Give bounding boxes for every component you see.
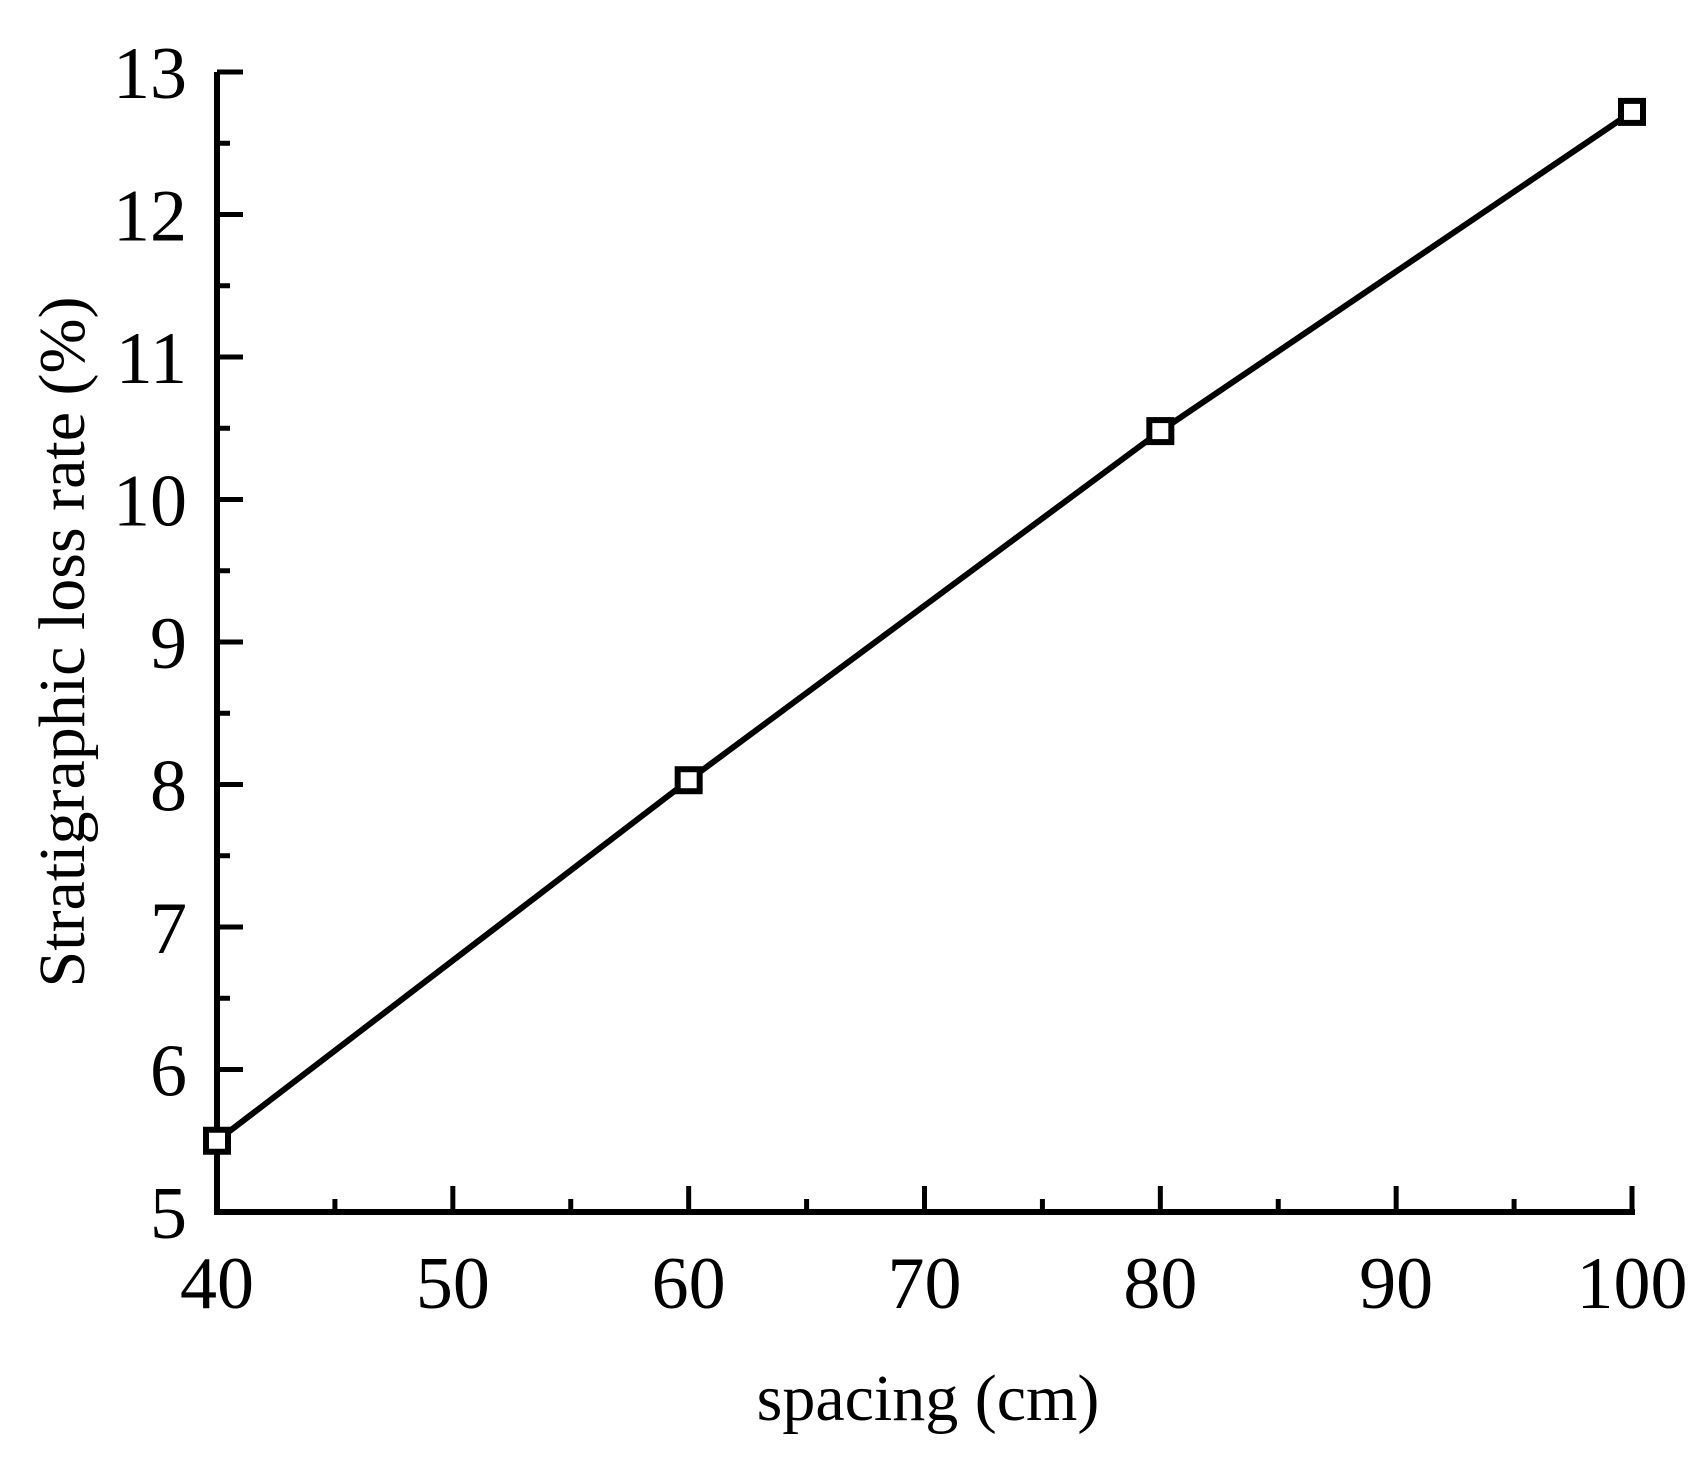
data-point-marker [674,766,703,795]
data-point-marker [1146,417,1175,446]
x-tick-label: 60 [652,1243,726,1325]
series-line [215,109,1634,1144]
y-tick-label: 12 [113,176,187,258]
y-tick-label: 13 [113,33,187,115]
x-tick-label: 90 [1359,1243,1433,1325]
data-point-marker [1618,97,1646,126]
y-axis-title: Stratigraphic loss rate (%) [26,297,99,988]
y-tick-label: 5 [150,1173,187,1255]
y-tick-labels: 5 6 7 8 9 10 11 12 13 [113,33,187,1255]
y-tick-label: 6 [150,1031,187,1113]
y-tick-label: 9 [150,603,187,685]
major-ticks [214,69,1635,1215]
x-tick-label: 80 [1123,1243,1197,1325]
x-axis-title: spacing (cm) [757,1362,1100,1435]
y-tick-label: 11 [116,318,187,400]
x-tick-label: 70 [888,1243,962,1325]
y-tick-label: 10 [113,461,187,543]
data-markers [203,97,1646,1155]
data-point-marker [203,1126,231,1155]
x-tick-label: 40 [180,1243,254,1325]
minor-ticks [217,140,1517,1212]
y-tick-label: 8 [150,746,187,828]
y-tick-label: 7 [150,888,187,970]
x-tick-label: 100 [1577,1243,1688,1325]
x-tick-label: 50 [416,1243,490,1325]
x-tick-labels: 40 50 60 70 80 90 100 [180,1243,1688,1325]
